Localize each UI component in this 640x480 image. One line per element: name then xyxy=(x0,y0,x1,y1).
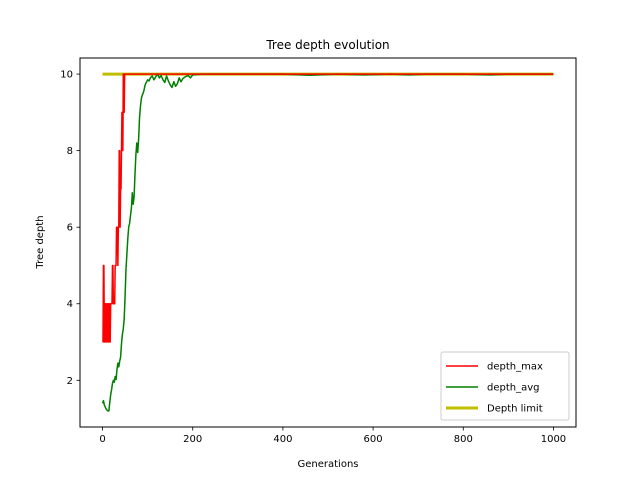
x-tick-label: 600 xyxy=(364,434,383,445)
series-line-depth-avg xyxy=(101,73,554,412)
y-tick-label: 4 xyxy=(67,299,73,310)
series-line-depth-max xyxy=(102,73,554,343)
x-axis-label: Generations xyxy=(298,459,359,470)
y-tick-label: 2 xyxy=(67,376,73,387)
y-axis-label: Tree depth xyxy=(35,215,46,269)
chart-title: Tree depth evolution xyxy=(265,38,389,52)
legend-label: Depth limit xyxy=(487,404,543,415)
y-axis: 2 4 6 8 10 xyxy=(60,70,80,387)
series-layer xyxy=(101,72,554,412)
legend: depth_max depth_avg Depth limit xyxy=(440,351,570,421)
x-axis: 0 200 400 600 800 1000 xyxy=(99,427,566,445)
y-tick-label: 6 xyxy=(67,223,73,234)
x-tick-label: 0 xyxy=(99,434,105,445)
x-tick-label: 200 xyxy=(183,434,202,445)
legend-label: depth_max xyxy=(487,362,543,373)
x-tick-label: 1000 xyxy=(541,434,566,445)
legend-box xyxy=(440,351,570,421)
y-tick-label: 10 xyxy=(60,70,73,81)
plot-frame xyxy=(79,57,577,428)
legend-label: depth_avg xyxy=(487,383,540,394)
x-tick-label: 400 xyxy=(273,434,292,445)
x-tick-label: 800 xyxy=(454,434,473,445)
y-tick-label: 8 xyxy=(67,146,73,157)
